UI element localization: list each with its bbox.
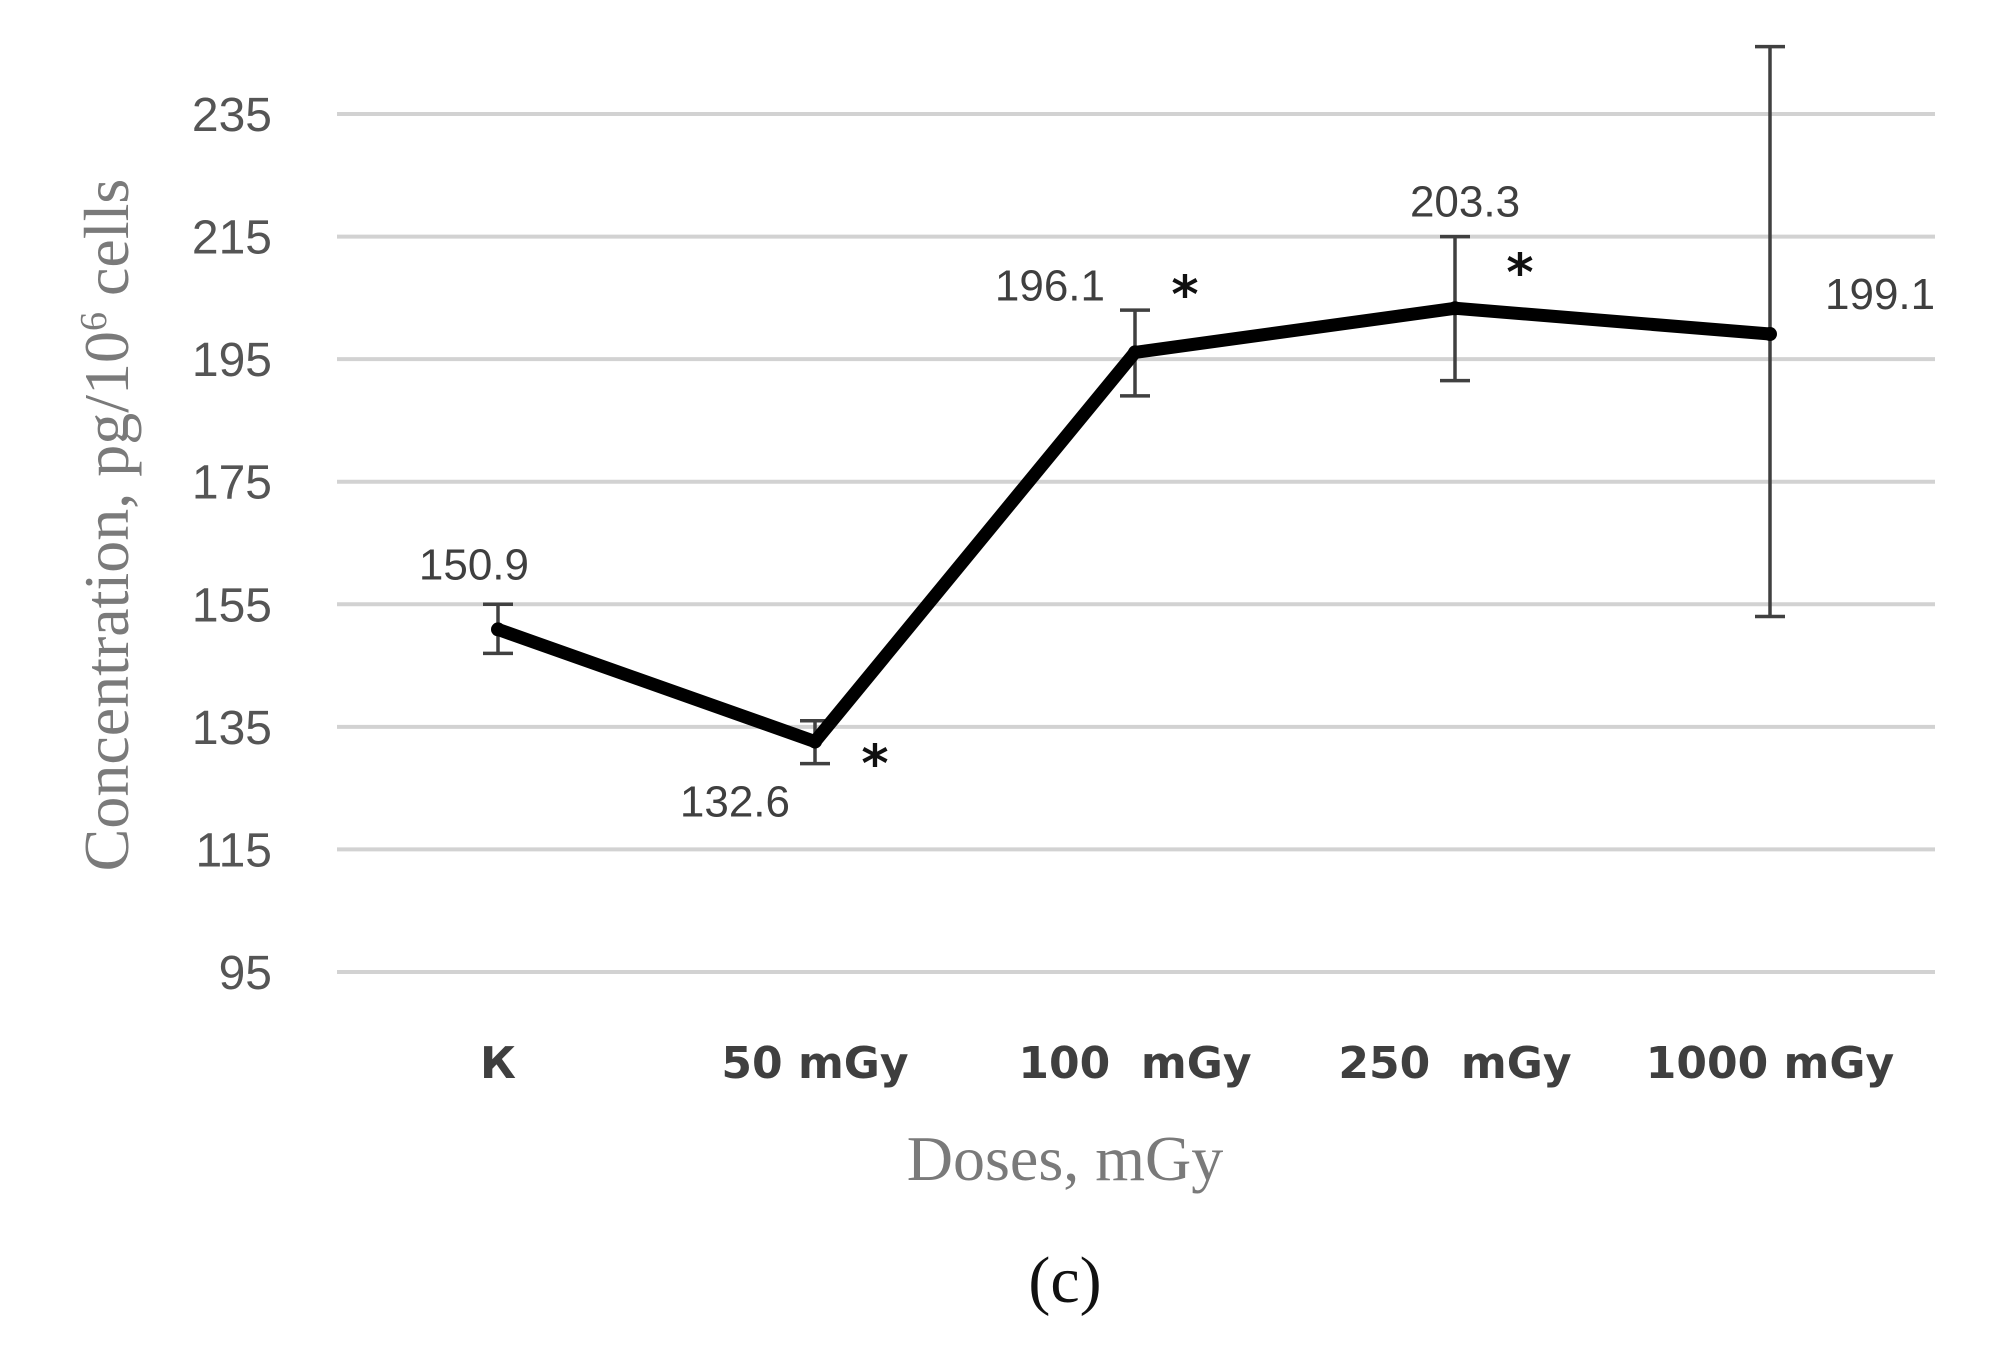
significance-mark-3: * (1506, 243, 1533, 303)
x-category-1: 50 mGy (721, 1038, 908, 1089)
x-category-4: 1000 mGy (1646, 1038, 1894, 1089)
x-category-3: 250 mGy (1338, 1038, 1571, 1089)
data-label-1: 132.6 (680, 778, 790, 827)
y-tick-215: 215 (192, 212, 272, 265)
y-tick-235: 235 (192, 89, 272, 142)
data-label-4: 199.1 (1825, 270, 1935, 319)
error-bars (483, 44, 1785, 766)
data-point-1 (808, 734, 822, 749)
data-label-0: 150.9 (419, 540, 529, 589)
data-point-0 (491, 622, 505, 637)
y-tick-155: 155 (192, 579, 272, 632)
data-point-4 (1763, 327, 1777, 342)
significance-marks: * * * (861, 243, 1533, 794)
significance-mark-2: * (1171, 265, 1198, 325)
panel-label: (c) (1028, 1244, 1101, 1317)
y-axis-ticks: 95 115 135 155 175 195 215 235 (192, 89, 272, 1000)
x-category-2: 100 mGy (1018, 1038, 1251, 1089)
significance-mark-1: * (861, 735, 888, 795)
data-label-2: 196.1 (995, 261, 1105, 310)
y-axis-title-tail: cells (71, 179, 142, 312)
data-labels: 150.9 132.6 196.1 203.3 199.1 (419, 177, 1935, 826)
data-point-2 (1128, 345, 1142, 360)
y-tick-95: 95 (219, 947, 272, 1000)
y-tick-115: 115 (195, 824, 272, 877)
y-axis-title-superscript: 6 (73, 312, 115, 331)
gridlines (337, 112, 1935, 974)
y-tick-135: 135 (192, 702, 272, 755)
y-tick-175: 175 (192, 457, 272, 510)
x-category-0: К (480, 1038, 516, 1089)
y-tick-195: 195 (192, 334, 272, 387)
y-axis-title: Concentration, pg/106 cells (71, 179, 142, 872)
y-axis-title-main: Concentration, pg/10 (71, 331, 142, 871)
x-axis-categories: К 50 mGy 100 mGy 250 mGy 1000 mGy (480, 1038, 1894, 1089)
series-line-group (491, 301, 1777, 749)
data-point-3 (1448, 301, 1462, 316)
x-axis-title: Doses, mGy (907, 1123, 1223, 1194)
data-label-3: 203.3 (1410, 177, 1520, 226)
